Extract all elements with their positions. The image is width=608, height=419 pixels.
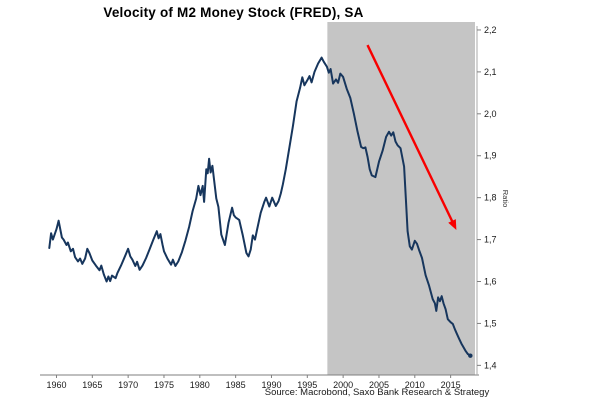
- y-tick-label: 2,2: [484, 25, 497, 35]
- chart-title: Velocity of M2 Money Stock (FRED), SA: [103, 5, 364, 20]
- x-tick-label: 1980: [190, 380, 210, 390]
- x-tick-label: 2015: [441, 380, 461, 390]
- x-tick-label: 1990: [261, 380, 281, 390]
- x-tick-label: 1995: [297, 380, 317, 390]
- y-tick-label: 2,0: [484, 109, 497, 119]
- x-tick-label: 2010: [405, 380, 425, 390]
- x-tick-label: 1970: [118, 380, 138, 390]
- x-tick-label: 1975: [154, 380, 174, 390]
- x-tick-label: 2000: [333, 380, 353, 390]
- y-axis-title-ratio: Ratio: [501, 190, 510, 208]
- y-tick-label: 1,5: [484, 318, 497, 328]
- y-tick-label: 1,9: [484, 151, 497, 161]
- x-tick-label: 1960: [46, 380, 66, 390]
- y-tick-label: 1,6: [484, 277, 497, 287]
- series-line: [48, 56, 472, 357]
- series-endpoint-dot: [468, 353, 473, 358]
- trend-arrow-head-icon: [448, 219, 457, 230]
- y-tick-label: 1,4: [484, 360, 497, 370]
- x-tick-label: 1965: [82, 380, 102, 390]
- source-caption: Source: Macrobond, Saxo Bank Research & …: [264, 387, 490, 398]
- highlight-region: [327, 22, 475, 375]
- x-tick-label: 2005: [369, 380, 389, 390]
- y-tick-label: 2,1: [484, 67, 497, 77]
- trend-arrow-shaft: [366, 44, 454, 224]
- x-tick-label: 1985: [226, 380, 246, 390]
- y-tick-label: 1,8: [484, 193, 497, 203]
- y-tick-label: 1,7: [484, 235, 497, 245]
